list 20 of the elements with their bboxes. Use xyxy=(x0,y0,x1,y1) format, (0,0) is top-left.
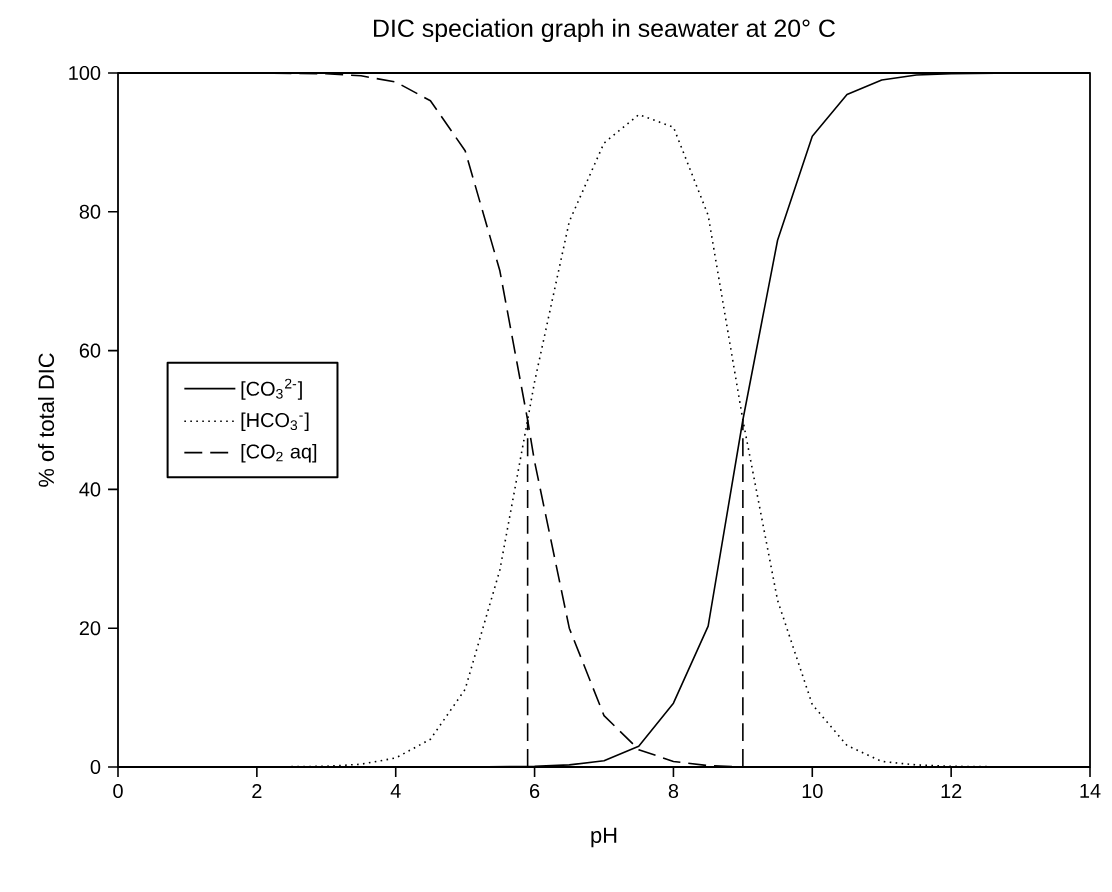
legend-label: [HCO$_{3}$$^{-}$] xyxy=(241,412,309,432)
y-axis-title: % of total DIC xyxy=(37,353,55,487)
y-tick-label: 80 xyxy=(79,204,101,219)
x-tick-label: 0 xyxy=(113,784,123,799)
y-tick-label: 20 xyxy=(79,621,101,636)
y-tick-label: 60 xyxy=(79,343,101,358)
y-tick-label: 100 xyxy=(69,65,101,81)
x-tick-label: 14 xyxy=(1080,783,1101,798)
legend-label: [CO$_{2}$ aq] xyxy=(241,443,317,463)
x-tick-label: 12 xyxy=(941,784,962,798)
x-axis-title: pH xyxy=(591,827,617,848)
y-tick-label: 0 xyxy=(90,759,101,775)
x-tick-label: 4 xyxy=(390,783,401,798)
x-tick-label: 10 xyxy=(802,784,823,799)
x-tick-label: 8 xyxy=(668,784,679,799)
x-tick-label: 2 xyxy=(252,784,262,798)
legend-label: [CO$_{3}$$^{2-}$] xyxy=(241,378,302,400)
chart-title: DIC speciation graph in seawater at 20° C xyxy=(374,18,835,43)
x-tick-label: 6 xyxy=(530,784,540,799)
y-tick-label: 40 xyxy=(79,482,101,497)
